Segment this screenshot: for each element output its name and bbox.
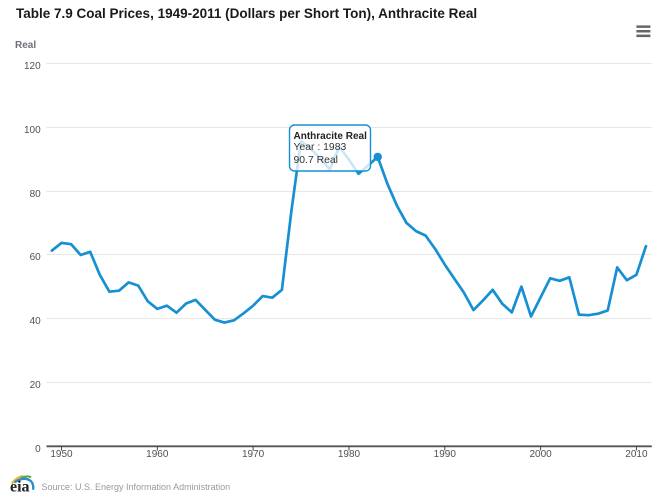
svg-text:eia: eia <box>10 479 30 496</box>
